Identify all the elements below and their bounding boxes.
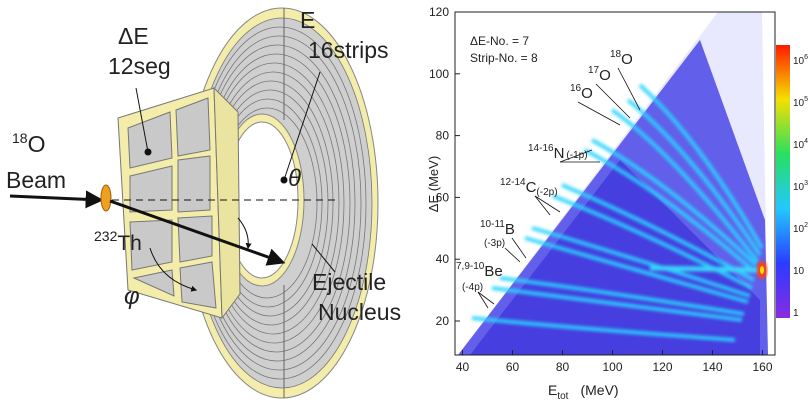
- colorbar-label: 105: [793, 96, 808, 109]
- x-tick-label: 160: [752, 360, 772, 374]
- figure: ΔE 12seg E 16strips 18O Beam 232Th θ φ E…: [0, 0, 808, 405]
- axis-unit: (MeV): [580, 382, 618, 398]
- y-tick-label: 80: [436, 129, 450, 143]
- y-tick-label: 60: [436, 190, 450, 204]
- note: (-2p): [536, 187, 557, 198]
- e-label: E: [300, 7, 315, 33]
- colorbar-base: 10: [793, 56, 805, 67]
- colorbar-label: 1: [793, 308, 799, 319]
- axis-subscript: tot: [557, 391, 568, 402]
- svg-text:10-11B: 10-11B: [480, 219, 515, 238]
- element: O: [621, 51, 633, 68]
- colorbar-label: 104: [793, 138, 808, 151]
- x-tick-label: 100: [602, 360, 622, 374]
- element: B: [505, 221, 515, 238]
- mass-number: 18: [610, 49, 622, 60]
- colorbar-base: 10: [793, 140, 805, 151]
- y-tick-label: 40: [436, 252, 450, 266]
- svg-text:14-16N(-1p): 14-16N(-1p): [528, 143, 588, 162]
- colorbar: [776, 45, 790, 318]
- colorbar-label: 103: [793, 180, 808, 193]
- colorbar-exponent: 3: [804, 180, 808, 187]
- info-text: ΔE-No. = 7: [470, 34, 529, 48]
- colorbar-base: 10: [793, 224, 805, 235]
- svg-text:12-14C(-2p): 12-14C(-2p): [500, 177, 558, 198]
- axis-symbol: E: [548, 382, 557, 398]
- delta-e-segments: 12seg: [108, 53, 171, 79]
- mass-number: 12-14: [500, 177, 526, 188]
- mass-number: 232: [94, 228, 118, 244]
- element: N: [554, 145, 565, 162]
- colorbar-base: 10: [793, 266, 805, 277]
- colorbar-exponent: 4: [804, 138, 808, 145]
- detector-diagram: ΔE 12seg E 16strips 18O Beam 232Th θ φ E…: [6, 7, 401, 398]
- colorbar-base: 10: [793, 98, 805, 109]
- x-tick-label: 40: [456, 360, 470, 374]
- y-tick-label: 120: [429, 5, 449, 19]
- colorbar-label: 10: [793, 266, 805, 277]
- element: C: [526, 179, 537, 196]
- ejectile-label: Nucleus: [318, 299, 401, 325]
- x-axis-title: Etot (MeV): [548, 382, 619, 402]
- colorbar-label: 106: [793, 54, 808, 67]
- beam-nucleus: 18O: [12, 130, 45, 157]
- e-strips: 16strips: [308, 37, 389, 63]
- x-tick-label: 80: [556, 360, 570, 374]
- x-tick-label: 120: [652, 360, 672, 374]
- element: O: [581, 85, 593, 102]
- colorbar-label: 102: [793, 222, 808, 235]
- theta-label: θ: [288, 165, 301, 192]
- element: Th: [117, 232, 142, 255]
- delta-e-label: ΔE: [118, 23, 149, 49]
- phi-label: φ: [124, 283, 140, 310]
- svg-text:18O: 18O: [610, 49, 633, 68]
- svg-text:17O: 17O: [588, 65, 611, 84]
- info-text: Strip-No. = 8: [470, 51, 538, 65]
- x-tick-label: 60: [506, 360, 520, 374]
- svg-text:16O: 16O: [570, 83, 593, 102]
- de-e-plot: ΔE-No. = 7 Strip-No. = 8 18O 17O 16O 14-…: [426, 5, 808, 402]
- colorbar-base: 10: [793, 182, 805, 193]
- y-tick-label: 100: [429, 67, 449, 81]
- element: O: [28, 131, 46, 157]
- svg-text:7,9-10Be: 7,9-10Be: [456, 261, 503, 280]
- beam-label: Beam: [6, 167, 66, 193]
- mass-number: 16: [570, 83, 582, 94]
- note: (-3p): [484, 238, 505, 249]
- x-tick-label: 140: [702, 360, 722, 374]
- mass-number: 10-11: [480, 219, 505, 230]
- colorbar-exponent: 5: [804, 96, 808, 103]
- note: (-4p): [462, 282, 483, 293]
- ejectile-label: Ejectile: [312, 269, 386, 295]
- mass-number: 14-16: [528, 143, 554, 154]
- element: O: [599, 67, 611, 84]
- mass-number: 7,9-10: [456, 261, 485, 272]
- colorbar-exponent: 6: [804, 54, 808, 61]
- y-tick-label: 20: [436, 314, 450, 328]
- target-nucleus: 232Th: [94, 228, 142, 255]
- mass-number: 18: [12, 130, 28, 146]
- element: Be: [484, 263, 502, 280]
- colorbar-base: 1: [793, 308, 799, 319]
- colorbar-exponent: 2: [804, 222, 808, 229]
- mass-number: 17: [588, 65, 600, 76]
